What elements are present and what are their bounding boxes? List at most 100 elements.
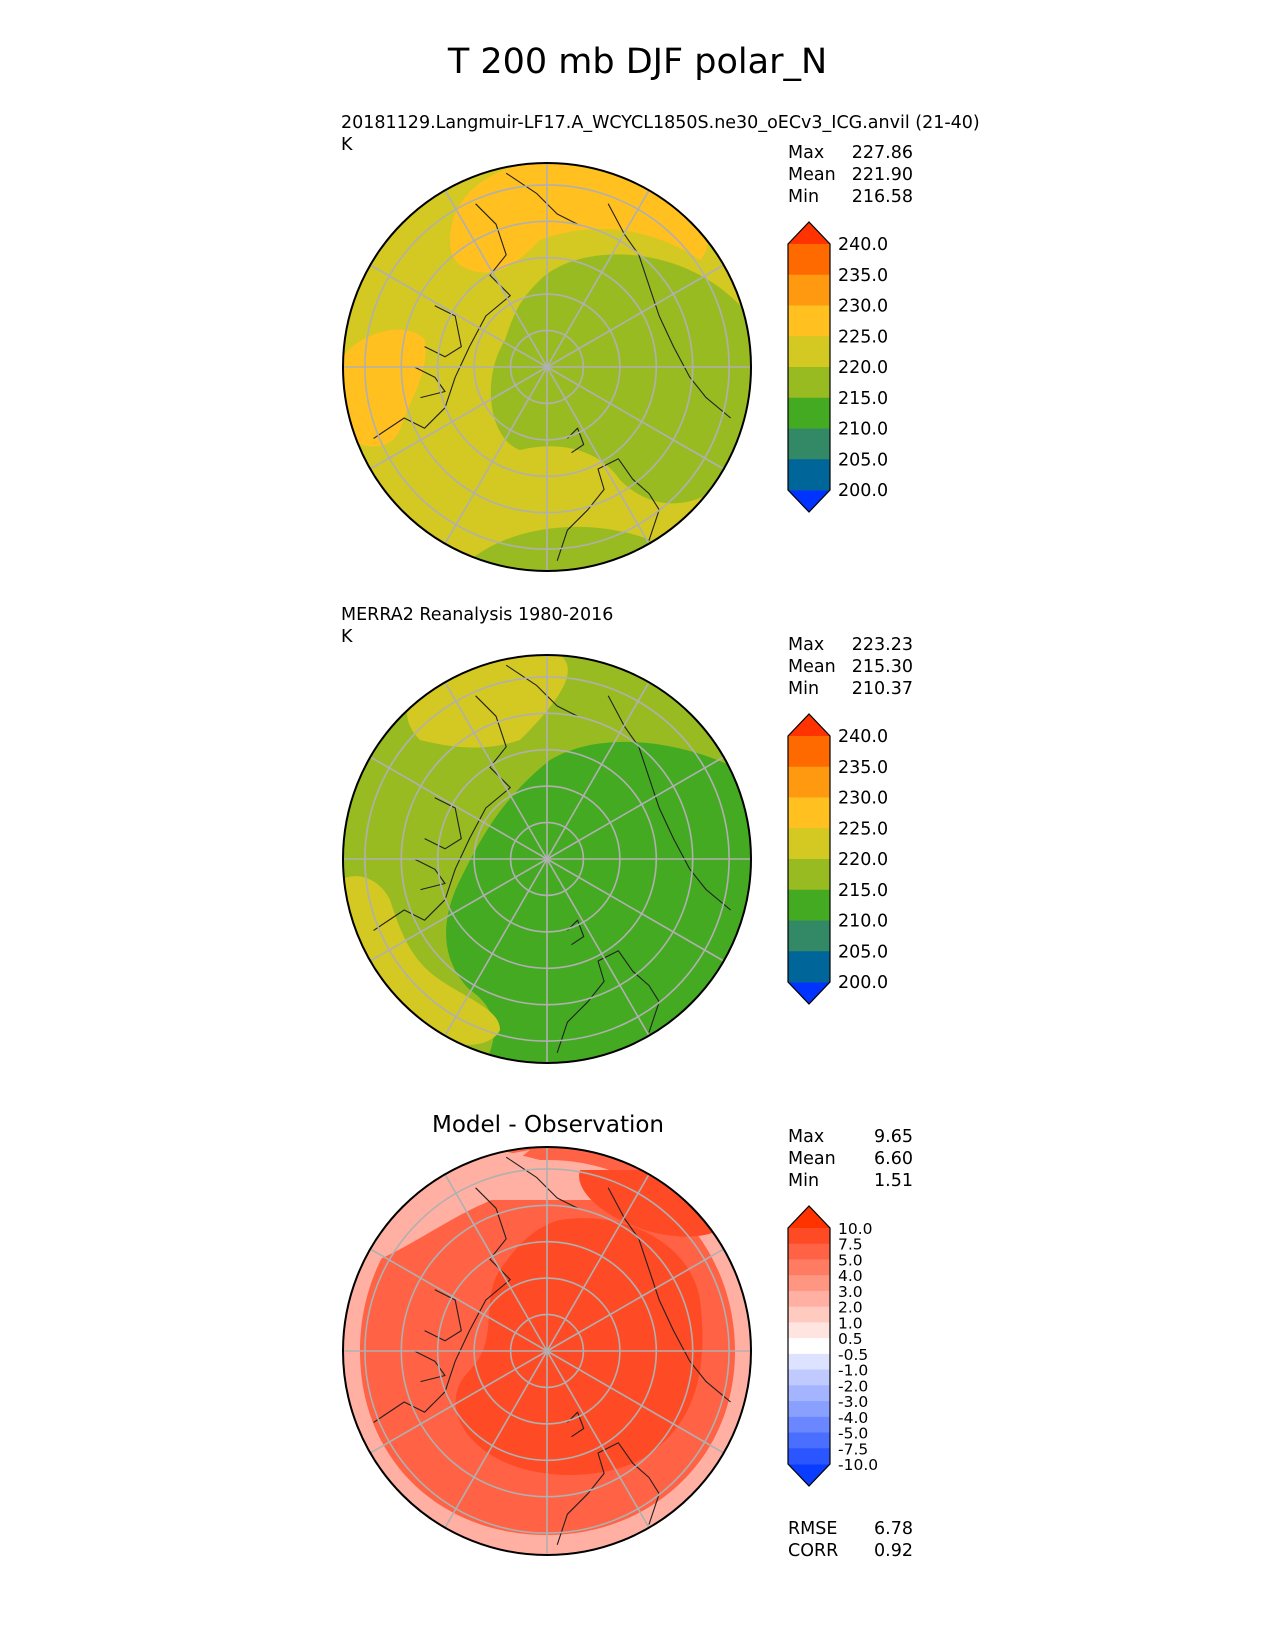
coastline [567,427,585,454]
field-region [343,329,426,447]
colorbar-outline [787,221,831,513]
colorbar-tick-label: 205.0 [838,942,888,962]
colorbar-tick-label: 1.0 [838,1314,863,1332]
stat-min: Min 210.37 [788,679,913,699]
colorbar-tick-label: -4.0 [838,1409,868,1427]
panel3-stats: Max 9.65 Mean 6.60 Min 1.51 [788,1126,913,1192]
colorbar-tick-label: -5.0 [838,1425,868,1443]
coastline [414,1350,446,1383]
colorbar-tick-label: 5.0 [838,1252,863,1270]
colorbar-tick-label: 220.0 [838,850,888,870]
colorbar-tick-label: 205.0 [838,450,888,470]
colorbar-segment [788,397,830,429]
colorbar-tick-label: 210.0 [838,912,888,932]
colorbar-tick-label: 230.0 [838,297,888,317]
meridian-line [369,858,548,962]
colorbar-segment [788,336,830,368]
colorbar-segment [788,797,830,829]
colorbar-tick-label: 7.5 [838,1236,863,1254]
coastline [414,366,446,399]
meridian-line [369,264,548,368]
colorbar-extend-min [788,982,830,1004]
meridian-line [369,1350,548,1454]
map-overlay [342,1146,752,1556]
colorbar-segment [788,828,830,860]
meridian-line [444,366,548,545]
panel1-stats: Max 227.86 Mean 221.90 Min 216.58 [788,142,913,208]
stat-mean: Mean 215.30 [788,657,913,677]
stat-max: Max 223.23 [788,635,913,655]
colorbar-tick-label: 225.0 [838,327,888,347]
colorbar-tick-label: -3.0 [838,1393,868,1411]
meridian-line [546,756,725,860]
meridian-line [546,264,725,368]
colorbar-segment [788,1353,830,1371]
colorbar-extend-min [788,490,830,512]
meridian-line [546,366,650,545]
meridian-line [369,366,548,470]
colorbar-segment [788,244,830,276]
panel1-units: K [341,135,353,155]
colorbar-segment [788,1290,830,1308]
coastline [414,858,446,891]
colorbar-segment [788,1228,830,1245]
colorbar-extend-max [788,222,830,244]
colorbar-outline [787,713,831,1005]
field-region [455,1218,703,1475]
colorbar-segment [788,1448,830,1465]
colorbar-tick-label: 3.0 [838,1283,863,1301]
map-overlay [342,162,752,572]
colorbar-segment [788,766,830,798]
meridian-line [444,1350,548,1529]
colorbar-segment [788,920,830,952]
colorbar-segment [788,1338,830,1355]
colorbar-tick-label: 4.0 [838,1267,863,1285]
colorbar-segment [788,1306,830,1323]
colorbar-tick-label: 240.0 [838,727,888,747]
panel2-units: K [341,627,353,647]
colorbar-tick-label: -7.5 [838,1440,868,1458]
coastline [567,919,585,946]
colorbar-tick-label: 240.0 [838,235,888,255]
meridian-line [546,1173,650,1352]
colorbar-segment [788,951,830,983]
meridian-line [546,858,725,962]
map-border [342,654,752,1064]
meridian-line [369,756,548,860]
meridian-line [546,1350,650,1529]
coastline [607,1187,731,1403]
colorbar-tick-label: 225.0 [838,819,888,839]
field-region [343,876,500,1045]
coastline [556,1442,660,1545]
colorbar-tick-label: 235.0 [838,266,888,286]
colorbar-tick-label: 2.0 [838,1299,863,1317]
stat-max: Max 227.86 [788,143,913,163]
coastline [373,695,511,931]
colorbar-segment [788,1322,830,1339]
colorbar-segment [788,428,830,460]
colorbar-tick-label: 220.0 [838,358,888,378]
colorbar-tick-label: 10.0 [838,1220,873,1238]
colorbar-tick-label: 200.0 [838,481,888,501]
meridian-line [546,189,650,368]
metric-rmse: RMSE 6.78 [788,1519,913,1539]
coastline [373,203,511,439]
colorbar-tick-label: 215.0 [838,389,888,409]
colorbar-segment [788,1432,830,1449]
colorbar-tick-label: 215.0 [838,881,888,901]
colorbar-segment [788,1243,830,1260]
field-region [420,1150,530,1195]
meridian-line [546,681,650,860]
field-region [446,741,751,1063]
colorbar-tick-label: -2.0 [838,1377,868,1395]
stat-min: Min 1.51 [788,1171,913,1191]
field-region [490,254,751,504]
meridian-line [444,858,548,1037]
colorbar-tick-label: -1.0 [838,1362,868,1380]
page-title: T 200 mb DJF polar_N [447,42,828,82]
meridian-line [546,858,650,1037]
stat-min: Min 216.58 [788,187,913,207]
meridian-line [546,366,725,470]
panel2-stats: Max 223.23 Mean 215.30 Min 210.37 [788,634,913,700]
colorbar-segment [788,1385,830,1402]
